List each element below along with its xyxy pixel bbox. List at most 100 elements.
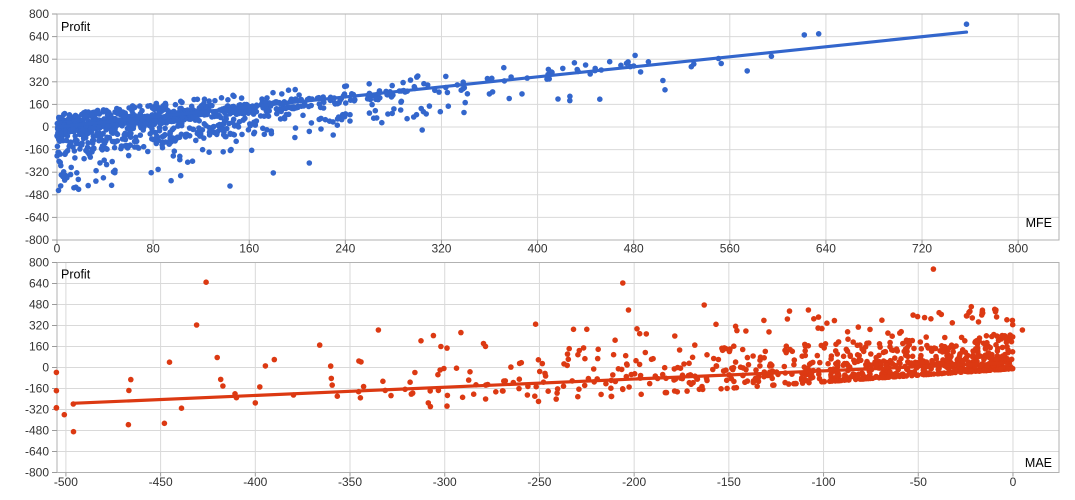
data-point[interactable] — [840, 353, 847, 360]
data-point[interactable] — [864, 340, 870, 347]
data-point[interactable] — [261, 131, 268, 138]
data-point[interactable] — [67, 171, 74, 178]
data-point[interactable] — [444, 392, 451, 399]
data-point[interactable] — [840, 362, 846, 369]
data-point[interactable] — [162, 102, 169, 109]
data-point[interactable] — [111, 144, 118, 151]
data-point[interactable] — [400, 79, 406, 86]
data-point[interactable] — [743, 328, 749, 334]
data-point[interactable] — [645, 59, 652, 65]
data-point[interactable] — [96, 130, 102, 136]
data-point[interactable] — [810, 359, 816, 366]
data-point[interactable] — [177, 172, 184, 179]
data-point[interactable] — [100, 175, 107, 181]
data-point[interactable] — [815, 314, 822, 320]
data-point[interactable] — [565, 356, 572, 363]
data-point[interactable] — [264, 112, 270, 119]
data-point[interactable] — [170, 118, 177, 125]
data-point[interactable] — [876, 352, 882, 359]
data-point[interactable] — [93, 167, 99, 174]
data-point[interactable] — [880, 358, 887, 364]
data-point[interactable] — [68, 164, 74, 171]
data-point[interactable] — [412, 369, 418, 376]
data-point[interactable] — [179, 120, 185, 126]
data-point[interactable] — [184, 159, 191, 165]
data-point[interactable] — [430, 332, 437, 339]
data-point[interactable] — [889, 333, 895, 340]
data-point[interactable] — [539, 360, 546, 367]
data-point[interactable] — [247, 121, 253, 127]
data-point[interactable] — [880, 349, 887, 356]
data-point[interactable] — [582, 355, 588, 362]
data-point[interactable] — [897, 330, 903, 336]
data-point[interactable] — [262, 363, 269, 369]
data-point[interactable] — [501, 64, 507, 71]
data-point[interactable] — [397, 107, 404, 113]
data-point[interactable] — [385, 111, 391, 117]
data-point[interactable] — [824, 320, 830, 327]
data-point[interactable] — [436, 89, 442, 95]
data-point[interactable] — [892, 355, 898, 361]
data-point[interactable] — [125, 126, 132, 132]
data-point[interactable] — [342, 100, 349, 106]
data-point[interactable] — [110, 169, 117, 175]
data-point[interactable] — [692, 342, 698, 348]
data-point[interactable] — [147, 102, 154, 109]
data-point[interactable] — [938, 343, 945, 349]
data-point[interactable] — [465, 377, 472, 383]
data-point[interactable] — [833, 341, 839, 348]
data-point[interactable] — [203, 279, 209, 286]
data-point[interactable] — [921, 314, 928, 321]
data-point[interactable] — [68, 139, 74, 146]
data-point[interactable] — [554, 390, 560, 396]
data-point[interactable] — [906, 360, 912, 366]
data-point[interactable] — [802, 348, 808, 354]
data-point[interactable] — [426, 103, 433, 109]
data-point[interactable] — [949, 369, 956, 376]
data-point[interactable] — [97, 160, 103, 166]
data-point[interactable] — [811, 316, 817, 322]
data-point[interactable] — [281, 115, 288, 122]
data-point[interactable] — [123, 142, 130, 149]
data-point[interactable] — [567, 97, 573, 104]
data-point[interactable] — [251, 119, 257, 125]
data-point[interactable] — [524, 392, 531, 398]
data-point[interactable] — [165, 107, 171, 114]
data-point[interactable] — [72, 112, 79, 119]
data-point[interactable] — [879, 374, 886, 381]
data-point[interactable] — [801, 376, 808, 383]
data-point[interactable] — [968, 303, 975, 310]
data-point[interactable] — [74, 170, 80, 176]
data-point[interactable] — [938, 311, 945, 318]
data-point[interactable] — [987, 344, 993, 351]
data-point[interactable] — [435, 371, 441, 378]
data-point[interactable] — [767, 361, 774, 367]
data-point[interactable] — [215, 122, 221, 129]
data-point[interactable] — [782, 379, 788, 386]
data-point[interactable] — [757, 363, 763, 369]
data-point[interactable] — [636, 330, 643, 337]
data-point[interactable] — [805, 307, 812, 313]
data-point[interactable] — [139, 107, 145, 114]
data-point[interactable] — [761, 317, 767, 324]
data-point[interactable] — [238, 95, 245, 101]
data-point[interactable] — [713, 321, 719, 328]
data-point[interactable] — [379, 119, 385, 126]
data-point[interactable] — [194, 96, 201, 103]
data-point[interactable] — [637, 372, 644, 379]
data-point[interactable] — [270, 170, 277, 176]
data-point[interactable] — [931, 345, 937, 351]
data-point[interactable] — [814, 352, 821, 359]
data-point[interactable] — [581, 382, 588, 389]
data-point[interactable] — [300, 103, 307, 109]
data-point[interactable] — [285, 87, 292, 93]
data-point[interactable] — [80, 135, 87, 142]
data-point[interactable] — [554, 386, 561, 392]
data-point[interactable] — [131, 138, 138, 145]
data-point[interactable] — [104, 146, 110, 152]
data-point[interactable] — [101, 157, 107, 163]
data-point[interactable] — [612, 337, 618, 344]
data-point[interactable] — [1005, 347, 1011, 353]
data-point[interactable] — [532, 321, 539, 328]
data-point[interactable] — [661, 364, 668, 371]
